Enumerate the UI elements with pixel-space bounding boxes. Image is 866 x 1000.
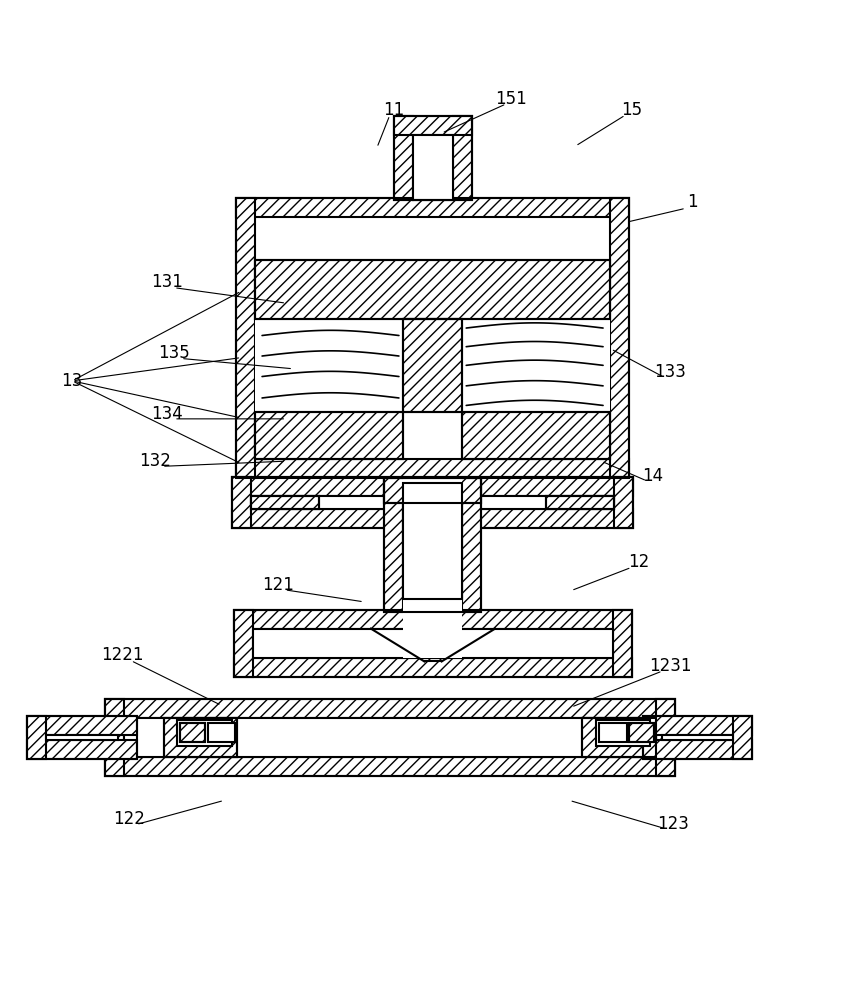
- Bar: [385, 478, 481, 503]
- Bar: [404, 478, 462, 612]
- Bar: [610, 198, 629, 478]
- Bar: [582, 718, 656, 757]
- Bar: [236, 198, 629, 217]
- Bar: [404, 483, 462, 599]
- Bar: [46, 735, 118, 740]
- Text: 121: 121: [262, 576, 294, 594]
- Bar: [232, 477, 633, 496]
- Text: 15: 15: [621, 101, 642, 119]
- Text: 1221: 1221: [101, 646, 144, 664]
- Text: 1231: 1231: [650, 657, 692, 675]
- Bar: [235, 610, 631, 677]
- Bar: [254, 629, 612, 658]
- Text: 151: 151: [494, 90, 527, 108]
- Bar: [251, 496, 614, 509]
- Bar: [236, 459, 629, 478]
- Bar: [546, 496, 614, 509]
- Text: 11: 11: [384, 101, 404, 119]
- Bar: [394, 116, 472, 200]
- Bar: [164, 718, 237, 757]
- Bar: [599, 723, 627, 742]
- Text: 133: 133: [655, 363, 687, 381]
- Bar: [643, 740, 753, 759]
- Bar: [232, 477, 633, 528]
- Text: 1: 1: [687, 193, 697, 211]
- Bar: [251, 496, 320, 509]
- Bar: [28, 740, 137, 759]
- Bar: [28, 716, 137, 759]
- Bar: [630, 723, 654, 742]
- Bar: [394, 116, 413, 200]
- Bar: [462, 412, 610, 459]
- Bar: [255, 319, 610, 412]
- Bar: [643, 716, 753, 759]
- Bar: [105, 757, 675, 776]
- Text: 135: 135: [158, 344, 190, 362]
- Bar: [177, 720, 232, 746]
- Bar: [385, 478, 481, 503]
- Bar: [236, 198, 629, 478]
- Text: 131: 131: [152, 273, 183, 291]
- Bar: [255, 260, 610, 319]
- Bar: [546, 496, 614, 509]
- Bar: [124, 718, 656, 757]
- Bar: [105, 699, 124, 776]
- Bar: [164, 718, 237, 757]
- Bar: [394, 116, 472, 135]
- Bar: [28, 716, 46, 759]
- Bar: [180, 723, 205, 742]
- Text: 132: 132: [139, 452, 171, 470]
- Bar: [612, 610, 631, 677]
- Bar: [734, 716, 753, 759]
- Bar: [208, 723, 236, 742]
- Bar: [235, 610, 631, 629]
- Bar: [385, 474, 481, 503]
- Bar: [656, 699, 675, 776]
- Bar: [413, 135, 453, 200]
- Text: 134: 134: [152, 405, 183, 423]
- Bar: [385, 478, 481, 612]
- Bar: [180, 723, 205, 742]
- Bar: [255, 412, 404, 459]
- Bar: [630, 723, 654, 742]
- Bar: [235, 610, 254, 677]
- Text: 14: 14: [643, 467, 663, 485]
- Bar: [404, 319, 462, 412]
- Text: 123: 123: [657, 815, 689, 833]
- Bar: [28, 716, 137, 735]
- Bar: [582, 718, 656, 757]
- Bar: [462, 412, 610, 459]
- Bar: [596, 720, 650, 746]
- Bar: [385, 478, 404, 612]
- Bar: [105, 699, 675, 776]
- Bar: [255, 260, 610, 319]
- Bar: [232, 509, 633, 528]
- Bar: [404, 483, 462, 599]
- Bar: [462, 478, 481, 612]
- Bar: [255, 412, 404, 459]
- Text: 12: 12: [628, 553, 650, 571]
- Bar: [232, 477, 251, 528]
- Bar: [235, 658, 631, 677]
- Bar: [236, 198, 255, 478]
- Bar: [251, 496, 320, 509]
- Text: 122: 122: [113, 810, 145, 828]
- Text: 13: 13: [61, 372, 83, 390]
- Bar: [643, 716, 753, 735]
- Bar: [404, 319, 462, 412]
- Bar: [614, 477, 633, 528]
- Bar: [404, 478, 462, 658]
- Bar: [105, 699, 675, 718]
- Bar: [453, 116, 472, 200]
- Bar: [662, 735, 734, 740]
